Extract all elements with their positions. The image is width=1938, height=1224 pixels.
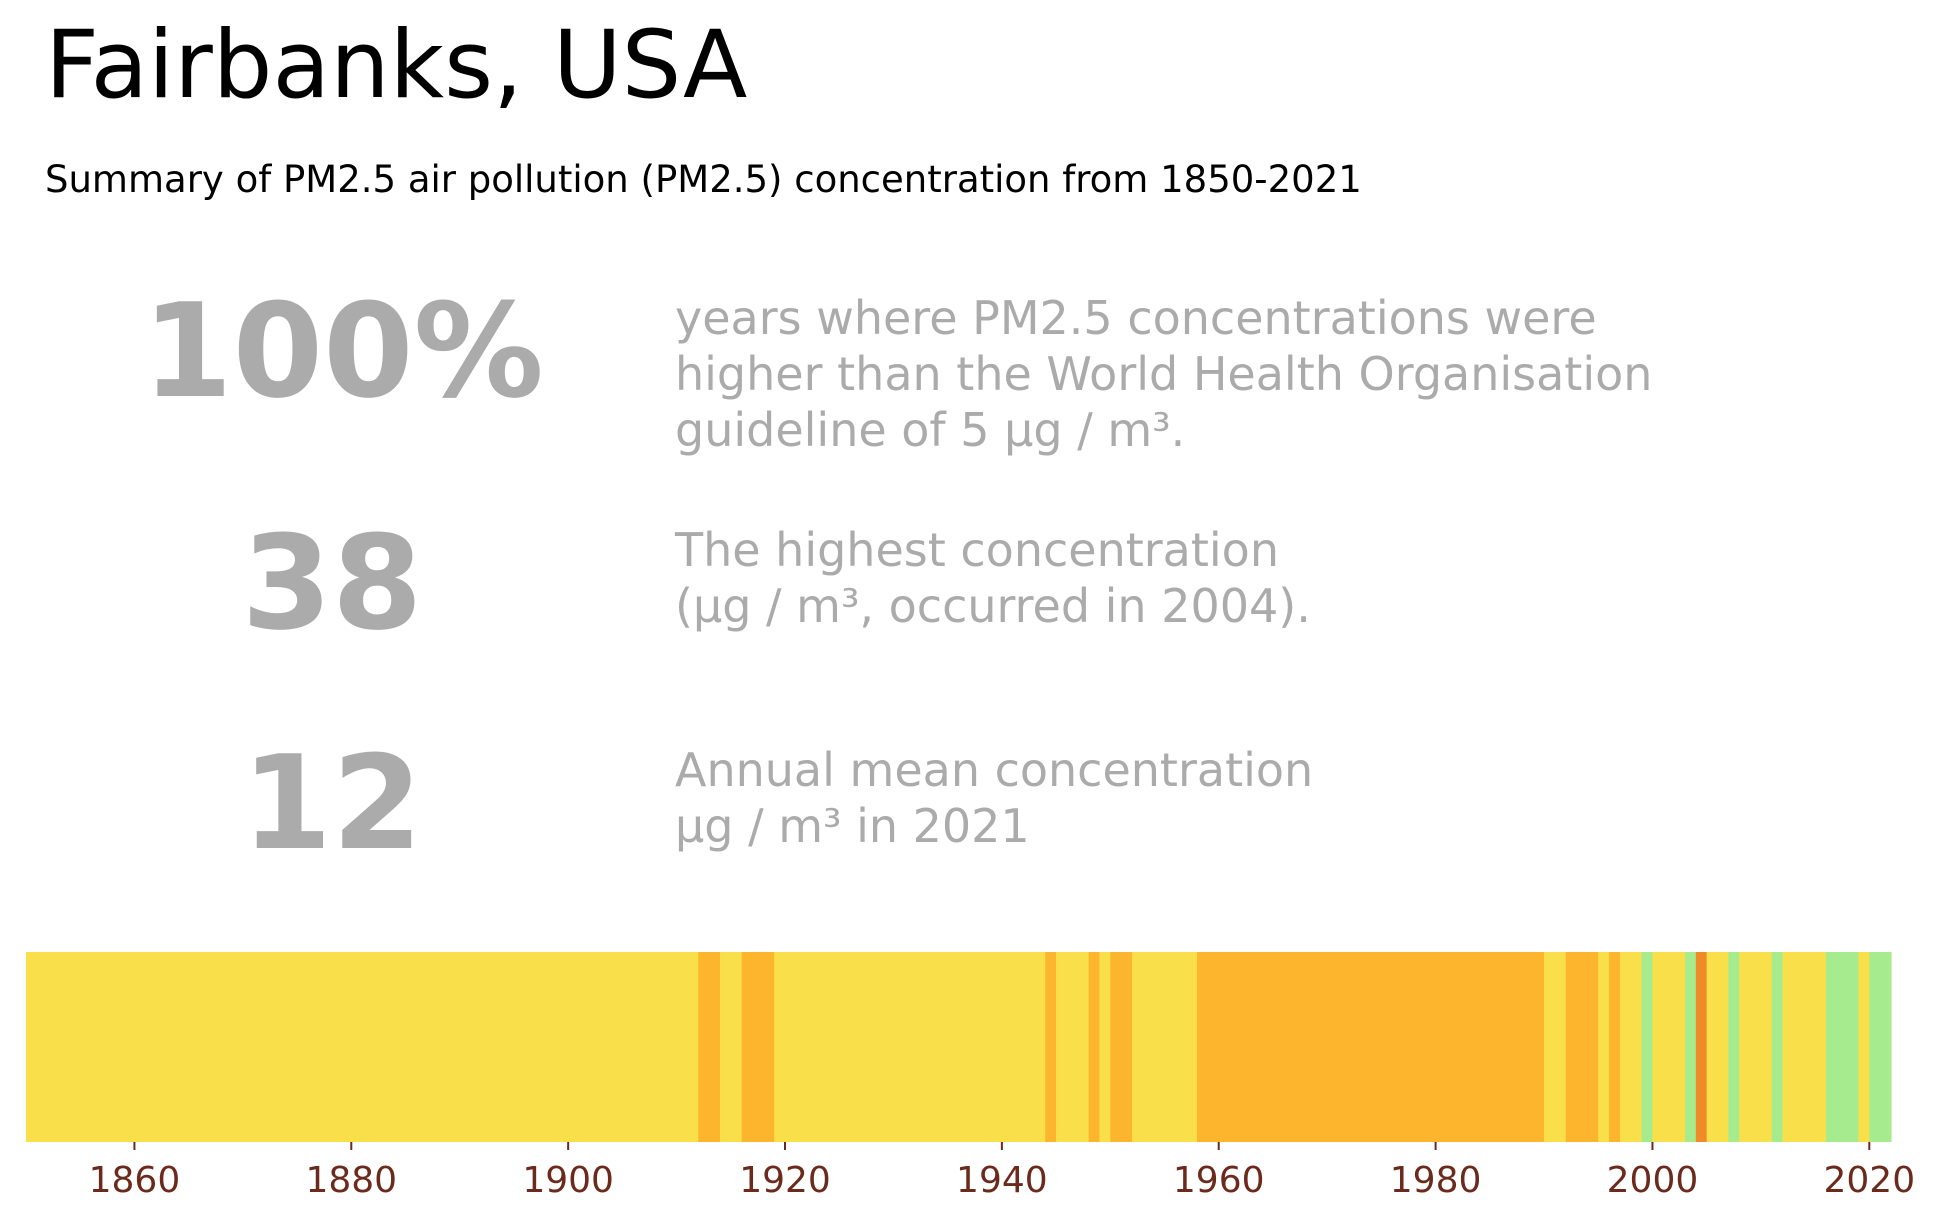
stripe-segment-2012-2016	[1782, 952, 1827, 1142]
stripe-segment-1948-1949	[1088, 952, 1101, 1142]
stripe-segment-1912-1914	[698, 952, 721, 1142]
stripe-segment-1958-1990	[1197, 952, 1545, 1142]
stat-desc-line: µg / m³ in 2021	[675, 799, 1030, 853]
stat-value-years-above: 100%	[142, 275, 544, 427]
stripe-segment-2011-2012	[1771, 952, 1784, 1142]
stripe-segment-1952-1958	[1131, 952, 1198, 1142]
stripe-segment-1949-1950	[1099, 952, 1111, 1142]
stripe-segment-2008-2011	[1739, 952, 1773, 1142]
stat-value-mean: 12	[241, 727, 423, 879]
stat-desc-line: (µg / m³, occurred in 2004).	[675, 579, 1311, 633]
x-tick-label: 1940	[956, 1160, 1048, 1201]
x-tick-label: 1980	[1390, 1160, 1482, 1201]
stat-desc-line: The highest concentration	[675, 523, 1279, 577]
stripe-segment-1950-1952	[1110, 952, 1133, 1142]
x-tick-label: 1860	[89, 1160, 181, 1201]
stat-desc-highest: The highest concentration (µg / m³, occu…	[675, 522, 1311, 634]
stripe-segment-2005-2007	[1706, 952, 1729, 1142]
stripe-segment-1945-1948	[1056, 952, 1090, 1142]
stripe-segment-1995-1996	[1598, 952, 1610, 1142]
stat-desc-line: years where PM2.5 concentrations were	[675, 291, 1597, 345]
stripe-segment-1997-1999	[1619, 952, 1643, 1142]
stat-desc-line: higher than the World Health Organisatio…	[675, 347, 1653, 401]
stripe-segment-1990-1992	[1544, 952, 1567, 1142]
stripe-segment-2016-2019	[1825, 952, 1860, 1142]
stat-desc-line: Annual mean concentration	[675, 743, 1314, 797]
x-tick-label: 2000	[1607, 1160, 1699, 1201]
stripe-segment-2019-2020	[1858, 952, 1870, 1142]
stat-desc-mean: Annual mean concentration µg / m³ in 202…	[675, 742, 1313, 854]
stripe-segment-2020-2022	[1869, 952, 1892, 1142]
stripe-segment-2007-2008	[1728, 952, 1740, 1142]
stripe-segment-2004-2005	[1695, 952, 1708, 1142]
stripe-segment-1916-1919	[741, 952, 775, 1142]
stripe-segment-2000-2003	[1652, 952, 1686, 1142]
stripe-segment-1850-1912	[26, 952, 699, 1142]
x-tick-label: 1960	[1173, 1160, 1265, 1201]
stat-value-highest: 38	[241, 507, 423, 659]
stripe-segment-2003-2004	[1684, 952, 1697, 1142]
page-title: Fairbanks, USA	[45, 11, 748, 120]
x-tick-label: 2020	[1824, 1160, 1916, 1201]
stripe-segment-1944-1945	[1045, 952, 1057, 1142]
stripe-segment-1919-1944	[774, 952, 1046, 1142]
stripe-segment-1996-1997	[1609, 952, 1621, 1142]
x-tick-label: 1920	[739, 1160, 831, 1201]
stat-desc-years-above: years where PM2.5 concentrations were hi…	[675, 290, 1652, 458]
stripe-segment-1999-2000	[1641, 952, 1654, 1142]
x-tick-label: 1880	[305, 1160, 397, 1201]
stat-desc-line: guideline of 5 µg / m³.	[675, 403, 1186, 457]
page-subtitle: Summary of PM2.5 air pollution (PM2.5) c…	[45, 158, 1362, 201]
x-tick-label: 1900	[522, 1160, 614, 1201]
stripe-segment-1914-1916	[719, 952, 743, 1142]
stripe-segment-1992-1995	[1565, 952, 1599, 1142]
